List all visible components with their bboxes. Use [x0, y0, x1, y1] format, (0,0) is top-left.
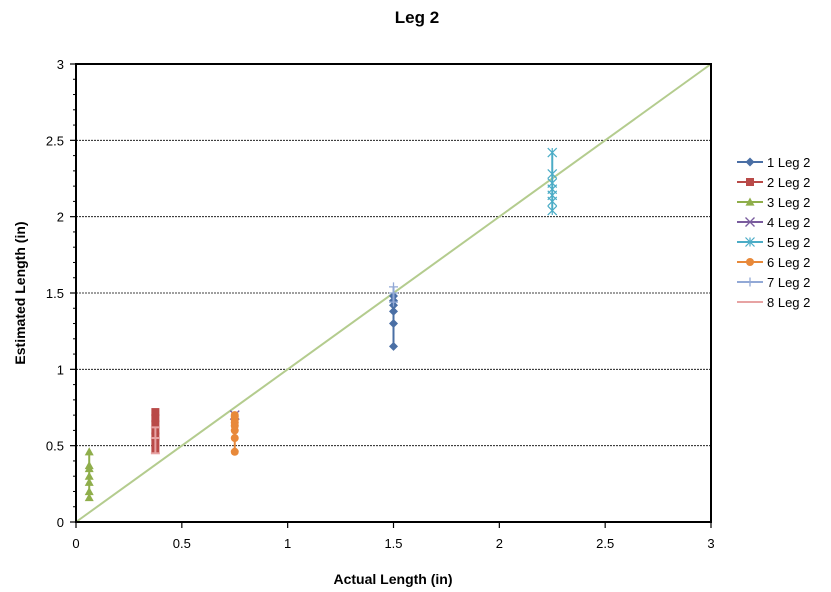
- data-point: [389, 306, 398, 316]
- data-point: [84, 477, 94, 486]
- data-point: [389, 319, 398, 329]
- legend-item: 6 Leg 2: [737, 255, 810, 270]
- legend-label: 6 Leg 2: [767, 255, 810, 270]
- data-point: [745, 237, 755, 247]
- series-6: [230, 411, 239, 456]
- data-point: [151, 408, 160, 417]
- data-point: [230, 447, 239, 456]
- data-point: [547, 178, 558, 189]
- data-point: [547, 147, 558, 158]
- legend-item: 5 Leg 2: [737, 235, 810, 250]
- data-point: [746, 258, 754, 266]
- series-8: [150, 426, 160, 455]
- y-tick-label: 0.5: [46, 439, 64, 454]
- y-tick-label: 3: [57, 57, 64, 72]
- legend-label: 2 Leg 2: [767, 175, 810, 190]
- series-3: [84, 447, 94, 502]
- axis-ticks: 0 0.5 1 1.5 2 2.5 3 0 0.5 1 1.5 2 2.5 3: [46, 57, 715, 551]
- legend-label: 3 Leg 2: [767, 195, 810, 210]
- x-tick-label: 2: [496, 536, 503, 551]
- y-tick-label: 2.5: [46, 133, 64, 148]
- x-tick-label: 2.5: [596, 536, 614, 551]
- y-tick-label: 0: [57, 515, 64, 530]
- data-point: [745, 197, 755, 206]
- y-tick-label: 1.5: [46, 286, 64, 301]
- x-tick-label: 1: [284, 536, 291, 551]
- data-point: [84, 461, 94, 470]
- data-point: [84, 493, 94, 502]
- data-point: [389, 341, 398, 351]
- legend-item: 4 Leg 2: [737, 215, 810, 230]
- data-point: [745, 217, 755, 227]
- data-point: [151, 414, 160, 423]
- data-point: [389, 297, 398, 307]
- legend-item: 7 Leg 2: [737, 275, 810, 290]
- data-point: [84, 471, 94, 480]
- data-point: [230, 434, 239, 443]
- legend-item: 2 Leg 2: [737, 175, 810, 190]
- x-axis-title: Actual Length (in): [334, 571, 453, 587]
- y-axis-title: Estimated Length (in): [12, 221, 28, 364]
- legend-label: 4 Leg 2: [767, 215, 810, 230]
- legend-label: 5 Leg 2: [767, 235, 810, 250]
- data-point: [389, 282, 398, 292]
- x-tick-label: 3: [707, 536, 714, 551]
- legend-item: 3 Leg 2: [737, 195, 810, 210]
- y-tick-label: 1: [57, 362, 64, 377]
- x-tick-label: 0: [72, 536, 79, 551]
- data-point: [745, 277, 755, 287]
- data-point: [84, 486, 94, 496]
- series-7: [389, 282, 398, 307]
- data-point: [745, 157, 755, 167]
- legend: 1 Leg 2 2 Leg 2 3 Leg 2 4 Leg 2 5 Leg 2 6 Leg…: [737, 155, 810, 310]
- data-point: [547, 168, 558, 179]
- legend-item: 8 Leg 2: [737, 295, 810, 310]
- data-point: [230, 411, 239, 420]
- legend-label: 8 Leg 2: [767, 295, 810, 310]
- data-point: [547, 205, 558, 216]
- legend-item: 1 Leg 2: [737, 155, 810, 170]
- legend-label: 1 Leg 2: [767, 155, 810, 170]
- chart-title: Leg 2: [395, 8, 439, 27]
- legend-label: 7 Leg 2: [767, 275, 810, 290]
- data-point: [746, 178, 754, 186]
- y-tick-label: 2: [57, 210, 64, 225]
- x-tick-label: 1.5: [384, 536, 402, 551]
- data-marks: [84, 147, 558, 502]
- series-5: [547, 147, 558, 216]
- x-tick-label: 0.5: [173, 536, 191, 551]
- data-point: [84, 447, 94, 456]
- data-point: [151, 420, 160, 429]
